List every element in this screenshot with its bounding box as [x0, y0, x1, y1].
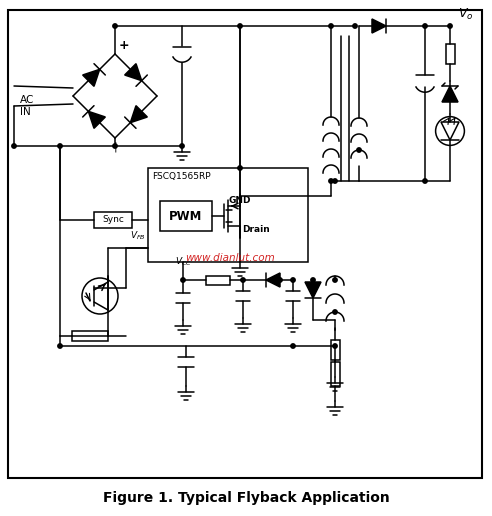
Text: AC
IN: AC IN	[20, 95, 34, 117]
Circle shape	[12, 144, 16, 148]
Text: $V_{FB}$: $V_{FB}$	[130, 230, 146, 242]
Circle shape	[333, 344, 337, 348]
Bar	[94, 212, 132, 228]
Circle shape	[448, 24, 452, 28]
Text: $V_o$: $V_o$	[458, 7, 473, 22]
Text: www.dianlut.com: www.dianlut.com	[185, 253, 275, 263]
Circle shape	[58, 144, 62, 148]
Text: Drain: Drain	[242, 225, 270, 234]
Bar	[148, 168, 308, 262]
Polygon shape	[83, 69, 100, 86]
Circle shape	[329, 24, 333, 28]
Circle shape	[311, 278, 315, 282]
Circle shape	[423, 24, 427, 28]
Polygon shape	[305, 282, 321, 298]
Circle shape	[278, 278, 282, 282]
Bar	[160, 201, 212, 231]
Text: |: |	[113, 141, 117, 152]
Circle shape	[238, 166, 242, 170]
Circle shape	[291, 344, 295, 348]
Text: PWM: PWM	[169, 209, 203, 222]
Polygon shape	[130, 106, 147, 123]
Circle shape	[423, 179, 427, 183]
Bar	[72, 331, 108, 341]
Text: Figure 1. Typical Flyback Application: Figure 1. Typical Flyback Application	[103, 491, 389, 505]
Text: GND: GND	[229, 196, 251, 205]
Bar	[206, 276, 230, 284]
Circle shape	[181, 278, 185, 282]
Circle shape	[180, 144, 184, 148]
Circle shape	[241, 278, 245, 282]
Text: FSCQ1565RP: FSCQ1565RP	[152, 172, 211, 181]
Bar	[331, 362, 339, 386]
Text: $V_{CC}$: $V_{CC}$	[175, 255, 191, 268]
Circle shape	[238, 24, 242, 28]
Text: Sync: Sync	[102, 216, 124, 224]
Bar	[445, 44, 455, 64]
Circle shape	[329, 179, 333, 183]
Polygon shape	[124, 63, 142, 80]
Circle shape	[357, 148, 361, 152]
Bar	[331, 340, 339, 360]
Circle shape	[58, 344, 62, 348]
Circle shape	[353, 24, 357, 28]
Polygon shape	[266, 273, 280, 287]
Circle shape	[291, 278, 295, 282]
Circle shape	[333, 278, 337, 282]
Polygon shape	[89, 111, 105, 128]
Circle shape	[333, 179, 337, 183]
Circle shape	[113, 144, 117, 148]
Polygon shape	[442, 86, 458, 102]
Circle shape	[333, 310, 337, 314]
Polygon shape	[372, 19, 386, 33]
Text: +: +	[119, 39, 129, 52]
Circle shape	[113, 24, 117, 28]
